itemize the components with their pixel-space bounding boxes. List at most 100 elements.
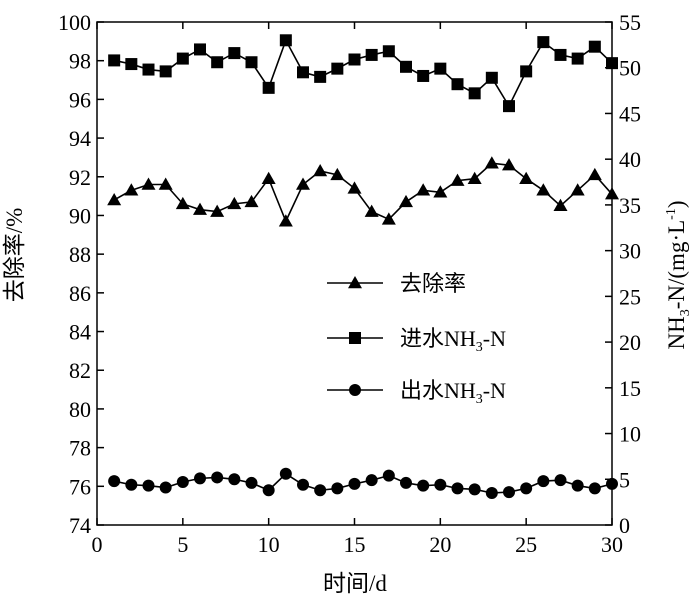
data-point-series-1 [571, 52, 584, 65]
left-tick-label: 88 [69, 242, 91, 267]
x-tick-label: 20 [429, 532, 451, 557]
data-point-series-1 [468, 87, 481, 100]
data-point-series-2 [297, 478, 309, 491]
axes: 0 5 10 15 20 25 307476788082848688909294969810… [58, 10, 641, 557]
data-point-series-1 [211, 56, 224, 69]
x-tick-label: 15 [344, 532, 366, 557]
data-point-series-2 [571, 479, 584, 492]
left-tick-label: 96 [69, 87, 91, 112]
data-point-series-0 [570, 183, 585, 196]
data-point-series-0 [141, 177, 156, 190]
right-tick-label: 10 [619, 422, 641, 447]
data-point-series-2 [279, 467, 292, 480]
legend-label-sub: 3 [476, 392, 483, 407]
data-point-series-1 [228, 47, 241, 60]
legend-label-1: 进水NH3-N [400, 326, 506, 355]
data-point-series-1 [297, 66, 309, 79]
right-tick-label: 25 [619, 284, 641, 309]
data-point-series-0 [519, 171, 534, 184]
data-point-series-0 [605, 187, 619, 200]
data-point-series-1 [382, 45, 395, 58]
data-point-series-1 [279, 34, 292, 47]
left-tick-label: 80 [69, 397, 91, 422]
legend-label-2: 出水NH3-N [400, 378, 506, 407]
x-axis-label: 时间/d [323, 571, 387, 596]
data-point-series-1 [537, 36, 550, 49]
data-point-series-2 [365, 474, 378, 487]
data-point-series-1 [108, 54, 121, 67]
data-point-series-1 [503, 100, 515, 113]
x-tick-label: 0 [92, 532, 103, 557]
left-tick-label: 74 [69, 513, 91, 538]
data-point-series-2 [142, 479, 155, 492]
legend-marker-2 [349, 384, 361, 396]
data-point-series-2 [348, 477, 361, 490]
data-point-series-0 [210, 204, 225, 217]
data-point-series-2 [194, 472, 206, 485]
left-axis-label: 去除率/% [2, 208, 27, 303]
data-point-series-2 [331, 482, 344, 495]
data-point-series-0 [553, 198, 568, 212]
data-point-series-0 [278, 214, 293, 227]
series-line-0 [113, 162, 613, 224]
data-point-series-2 [108, 475, 121, 488]
data-point-series-1 [485, 71, 498, 84]
x-tick-label: 25 [515, 532, 537, 557]
data-point-series-0 [313, 163, 328, 177]
data-point-series-1 [417, 69, 430, 82]
legend-label-sub: 3 [476, 340, 483, 355]
data-point-series-0 [381, 212, 396, 225]
data-point-series-1 [520, 65, 533, 78]
data-point-series-2 [228, 473, 241, 486]
data-point-series-1 [176, 52, 189, 65]
data-point-series-0 [330, 167, 345, 181]
data-point-series-0 [502, 158, 516, 171]
left-tick-label: 90 [69, 203, 91, 228]
right-axis-label-mid: -N/(mg·L [664, 220, 689, 309]
data-point-series-0 [261, 171, 276, 184]
data-point-series-1 [125, 58, 138, 71]
left-tick-label: 86 [69, 281, 91, 306]
right-tick-label: 50 [619, 56, 641, 81]
data-point-series-2 [125, 478, 138, 491]
right-axis-label-sub: 3 [678, 309, 693, 316]
series-layer [107, 34, 619, 499]
x-tick-label: 10 [258, 532, 280, 557]
data-point-series-2 [606, 477, 618, 490]
data-point-series-0 [450, 173, 465, 186]
data-point-series-2 [537, 475, 550, 488]
data-point-series-2 [400, 476, 412, 489]
legend-label-prefix: 出水NH [400, 378, 476, 403]
data-point-series-2 [520, 482, 533, 495]
left-tick-label: 92 [69, 165, 91, 190]
data-point-series-1 [331, 62, 344, 75]
legend-marker-1 [349, 332, 361, 344]
data-point-series-0 [158, 177, 173, 190]
left-tick-label: 98 [69, 49, 91, 74]
data-point-series-2 [245, 476, 258, 489]
right-tick-label: 20 [619, 330, 641, 355]
data-point-series-1 [434, 62, 447, 75]
data-point-series-0 [467, 171, 482, 184]
data-point-series-1 [245, 56, 258, 69]
right-tick-label: 0 [619, 513, 630, 538]
data-point-series-2 [434, 478, 447, 491]
data-point-series-1 [159, 65, 172, 78]
right-axis-label-suffix: ) [664, 201, 689, 209]
data-point-series-0 [364, 204, 379, 217]
data-point-series-0 [484, 156, 499, 169]
data-point-series-2 [451, 482, 464, 495]
data-point-series-2 [417, 479, 430, 492]
right-tick-label: 35 [619, 193, 641, 218]
data-point-series-0 [416, 183, 431, 196]
right-tick-label: 30 [619, 239, 641, 264]
right-axis-label-sup: -1 [664, 208, 679, 220]
data-point-series-2 [314, 484, 327, 497]
right-tick-label: 5 [619, 467, 630, 492]
x-tick-label: 5 [177, 532, 188, 557]
data-point-series-2 [382, 469, 395, 482]
data-point-series-2 [262, 484, 275, 497]
data-point-series-0 [175, 196, 190, 210]
left-tick-label: 84 [69, 320, 91, 345]
data-point-series-2 [159, 481, 172, 494]
